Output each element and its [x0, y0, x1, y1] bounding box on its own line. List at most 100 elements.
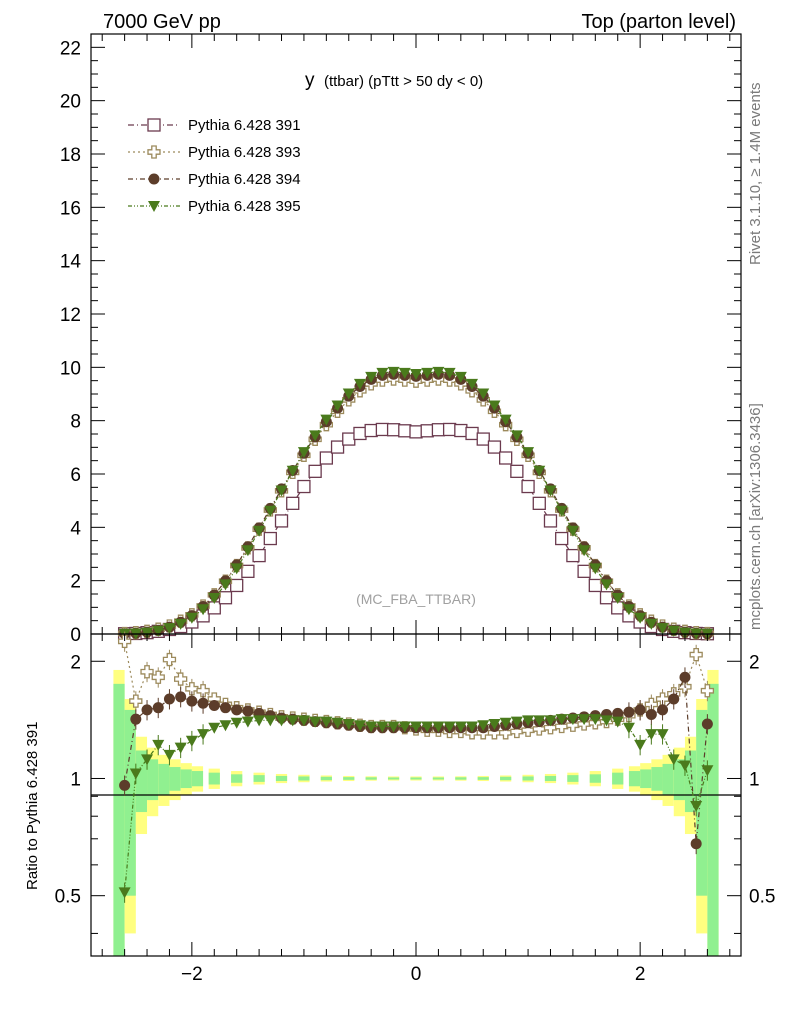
data-point — [398, 367, 411, 379]
band-inner — [477, 777, 489, 780]
ratio-point — [668, 693, 680, 705]
data-point — [578, 545, 591, 557]
data-point — [678, 627, 691, 639]
data-point — [264, 505, 277, 517]
data-point — [555, 531, 569, 546]
data-point — [634, 612, 647, 624]
ratio-point — [387, 721, 400, 733]
ratio-point — [185, 735, 198, 747]
ratio-point — [129, 768, 142, 780]
ratio-ylabel: Ratio to Pythia 6.428 391 — [24, 722, 41, 890]
ratio-point — [701, 718, 713, 730]
ratio-point — [253, 715, 266, 727]
ratio-point — [174, 742, 187, 754]
ratio-point — [129, 694, 143, 708]
ratio-point — [163, 749, 176, 761]
data-point — [263, 531, 277, 546]
data-point — [421, 367, 434, 379]
main-plot: 0 2 4 6 8 10 12 14 16 18 20 22 y (ttbar) (pTtt > 50… — [60, 33, 742, 646]
ratio-point — [544, 715, 557, 727]
main-title-rest: (ttbar) (pTtt > 50 dy < 0) — [324, 73, 483, 90]
data-point — [252, 548, 266, 563]
legend-marker — [147, 145, 161, 159]
y-tick-label: 22 — [60, 38, 81, 59]
legend-marker — [147, 118, 161, 132]
band-inner — [455, 777, 467, 780]
ratio-line — [124, 718, 708, 893]
x-tick-label: −2 — [181, 964, 203, 985]
data-point — [477, 388, 490, 400]
data-point — [197, 604, 210, 616]
band-inner — [522, 776, 534, 781]
y-tick-label: 20 — [60, 92, 81, 113]
band-inner — [387, 777, 400, 780]
band-inner — [231, 774, 243, 783]
ratio-y-tick-label-left: 0.5 — [55, 887, 81, 908]
band-inner — [544, 775, 557, 782]
ratio-point — [162, 652, 177, 667]
ratio-point — [656, 729, 669, 741]
ratio-point — [196, 684, 210, 698]
band-inner — [124, 709, 136, 896]
ratio-point — [141, 754, 154, 766]
ratio-point — [275, 715, 288, 727]
x-tick-label: 0 — [411, 964, 422, 985]
data-point — [522, 447, 535, 459]
data-point — [533, 465, 546, 477]
data-point — [365, 371, 378, 383]
ratio-point — [622, 722, 635, 734]
data-point — [275, 485, 288, 497]
y-tick-label: 6 — [70, 465, 81, 486]
y-tick-label: 10 — [60, 358, 81, 379]
data-point — [499, 414, 512, 426]
ratio-point — [623, 706, 635, 718]
data-point — [230, 563, 243, 575]
data-point — [454, 371, 467, 383]
main-ticks: 0 2 4 6 8 10 12 14 16 18 20 22 — [60, 34, 741, 646]
ratio-ticks: 0.5 0.5 1 1 2 2 −2 0 2 — [55, 634, 775, 985]
band-inner — [147, 759, 159, 801]
data-point — [286, 496, 300, 510]
y-tick-label: 12 — [60, 305, 81, 326]
data-point — [487, 440, 502, 454]
ratio-point — [151, 670, 165, 684]
data-point — [208, 593, 221, 604]
band-inner — [651, 767, 663, 791]
data-point — [442, 422, 457, 437]
data-point — [589, 563, 602, 575]
data-point — [308, 464, 322, 478]
ratio-point — [141, 704, 153, 716]
ratio-point — [353, 720, 366, 732]
x-tick-label: 2 — [635, 964, 646, 985]
ratio-point — [410, 721, 422, 733]
main-title: y (ttbar) (pTtt > 50 dy < 0) — [305, 70, 483, 91]
data-point — [409, 425, 423, 439]
data-point — [667, 625, 680, 637]
band-inner — [158, 763, 170, 795]
band-inner — [500, 776, 512, 781]
data-point — [386, 423, 401, 437]
ratio-point — [634, 704, 646, 716]
data-point — [330, 440, 345, 454]
ratio-point — [634, 739, 647, 751]
ratio-point — [689, 647, 703, 662]
band-inner — [673, 759, 685, 801]
ratio-point — [499, 717, 512, 729]
data-point — [499, 451, 513, 465]
data-point — [510, 464, 524, 478]
ratio-point — [566, 714, 579, 726]
ratio-point — [398, 721, 411, 733]
band-inner — [208, 772, 220, 785]
ratio-point — [645, 729, 658, 741]
band-inner — [662, 763, 674, 795]
data-point — [253, 525, 266, 537]
legend-entry: Pythia 6.428 394 — [188, 171, 301, 188]
ratio-point — [678, 760, 691, 772]
data-point — [645, 618, 658, 630]
data-point — [241, 545, 254, 557]
data-point — [218, 591, 233, 605]
ratio-point — [152, 702, 164, 714]
ratio-point — [342, 719, 355, 731]
data-point — [476, 432, 490, 446]
data-point — [353, 426, 367, 441]
